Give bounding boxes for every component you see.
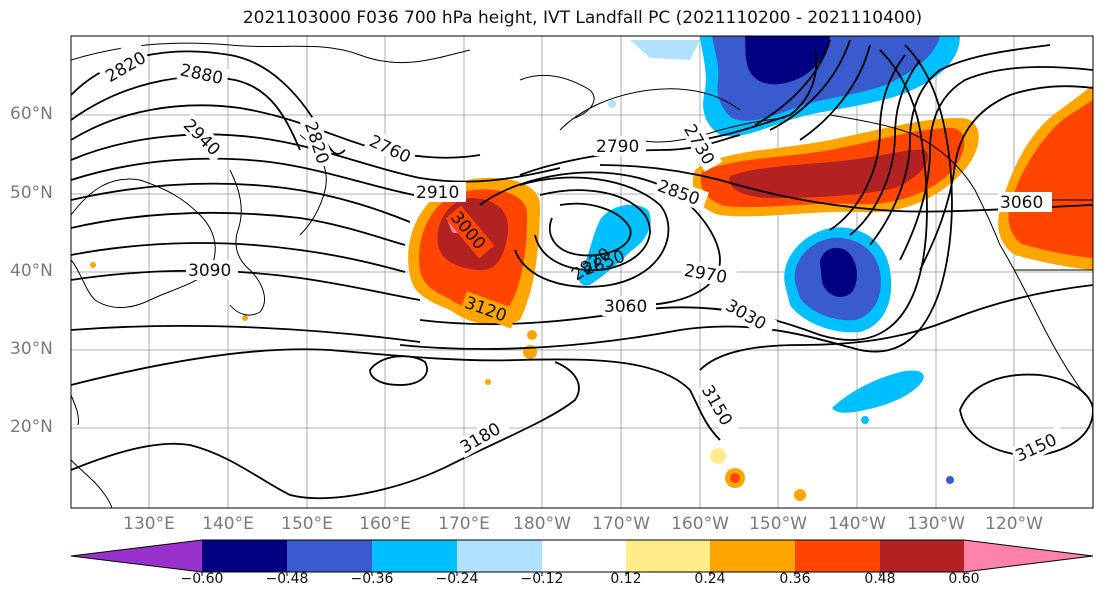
colorbar-tick-label: 0.12 xyxy=(610,571,642,587)
colorbar-segment xyxy=(880,540,964,572)
colorbar-tick-label: 0.24 xyxy=(694,571,726,587)
colorbar-segment xyxy=(287,540,372,572)
colorbar-tick-label: −0.24 xyxy=(435,571,479,587)
lon-label: 140°W xyxy=(828,514,886,534)
colorbar-segment xyxy=(542,540,626,572)
lat-label: 40°N xyxy=(10,261,53,281)
cold-band-mid-pacific xyxy=(578,204,651,286)
colorbar-segment xyxy=(795,540,880,572)
colorbar-segment xyxy=(626,540,710,572)
contour-label: 2790 xyxy=(596,137,639,157)
lat-label: 50°N xyxy=(10,183,53,203)
map-title: 2021103000 F036 700 hPa height, IVT Land… xyxy=(242,8,923,28)
colorbar-tick-label: −0.36 xyxy=(350,571,394,587)
colorbar-tick-label: −0.48 xyxy=(265,571,309,587)
lon-label: 120°W xyxy=(985,514,1043,534)
lon-label: 170°E xyxy=(438,514,490,534)
lat-label: 20°N xyxy=(10,417,53,437)
colorbar-tick-label: −0.60 xyxy=(180,571,224,587)
lon-label: 150°W xyxy=(749,514,807,534)
colorbar-segment xyxy=(710,540,795,572)
lon-label: 160°E xyxy=(359,514,411,534)
colorbar-segment xyxy=(457,540,542,572)
lon-label: 170°W xyxy=(592,514,650,534)
lon-label: 130°W xyxy=(907,514,965,534)
colorbar-extend-high xyxy=(964,540,1093,572)
lat-label: 60°N xyxy=(10,104,53,124)
contour-label: 2910 xyxy=(416,183,459,203)
contour-label: 3060 xyxy=(604,297,647,317)
colorbar-segment xyxy=(202,540,287,572)
colorbar-tick-label: −0.12 xyxy=(520,571,564,587)
colorbar-extend-low xyxy=(71,540,202,572)
map-frame xyxy=(70,35,1094,509)
colorbar xyxy=(70,539,1094,576)
lon-label: 140°E xyxy=(202,514,254,534)
colorbar-tick-label: 0.36 xyxy=(779,571,811,587)
colorbar-tick-label: 0.48 xyxy=(864,571,896,587)
lon-label: 160°W xyxy=(671,514,729,534)
negative-ivt-shading xyxy=(578,36,960,484)
colorbar-tick-label: 0.60 xyxy=(948,571,980,587)
contour-label: 3090 xyxy=(188,261,231,281)
lat-label: 30°N xyxy=(10,339,53,359)
contour-label: 3060 xyxy=(1000,193,1043,213)
lon-label: 180°W xyxy=(513,514,571,534)
lon-label: 130°E xyxy=(123,514,175,534)
lon-label: 150°E xyxy=(281,514,333,534)
colorbar-segment xyxy=(372,540,457,572)
